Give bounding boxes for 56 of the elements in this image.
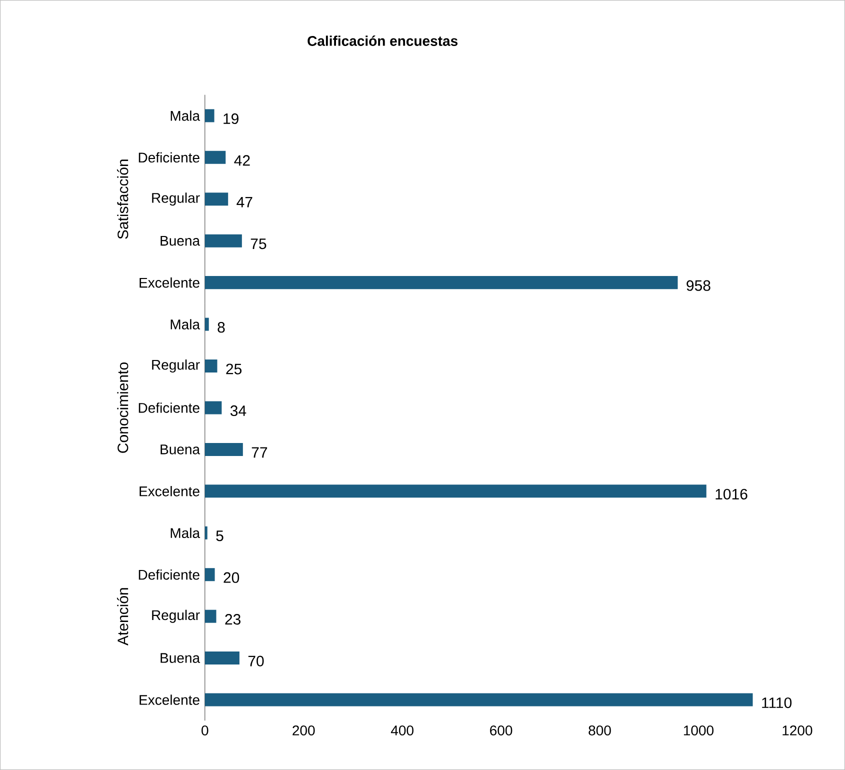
data-label: 5: [216, 530, 224, 542]
y-tick-label: Mala: [170, 528, 200, 538]
data-label: 70: [248, 656, 264, 666]
x-tick-label: 0: [202, 726, 208, 736]
y-tick-label: Excelente: [140, 486, 200, 496]
bar: [204, 693, 753, 706]
y-tick-label: Regular: [152, 192, 200, 206]
data-label: 1016: [716, 488, 748, 500]
bar: [204, 109, 214, 122]
data-label: 23: [225, 614, 240, 625]
data-label: 75: [250, 238, 266, 250]
data-label: 47: [236, 196, 252, 208]
data-label: 19: [224, 113, 238, 124]
data-label: 34: [230, 405, 246, 416]
bar: [204, 318, 209, 331]
bar: [204, 442, 243, 456]
bar: [204, 526, 208, 540]
y-tick-label: Deficiente: [138, 402, 200, 413]
bar: [204, 610, 216, 623]
bar: [204, 276, 678, 290]
data-label: 20: [224, 572, 240, 583]
x-tick-label: 1000: [684, 726, 714, 736]
data-label: 958: [686, 280, 710, 291]
chart-title: Calificación encuestas: [308, 36, 458, 46]
y-axis-title: Satisfacción: [117, 160, 128, 239]
data-label: 77: [252, 447, 268, 458]
y-tick-label: Deficiente: [138, 152, 200, 163]
y-tick-label: Regular: [152, 610, 200, 623]
y-tick-label: Buena: [160, 236, 200, 246]
y-axis-title: Conocimiento: [117, 362, 128, 453]
y-tick-label: Buena: [160, 653, 200, 663]
y-tick-label: Deficiente: [138, 569, 200, 580]
bar: [204, 192, 228, 206]
x-tick-label: 400: [390, 726, 414, 736]
data-label: 1110: [762, 697, 792, 708]
data-label: 25: [226, 364, 242, 374]
x-tick-label: 200: [292, 726, 315, 736]
data-label: 8: [218, 322, 225, 333]
y-tick-label: Mala: [170, 319, 200, 330]
bar: [204, 484, 706, 498]
bar: [204, 401, 222, 414]
data-label: 42: [234, 155, 250, 166]
x-tick-label: 800: [588, 726, 611, 736]
y-tick-label: Regular: [152, 359, 200, 373]
y-tick-label: Mala: [170, 110, 200, 121]
y-tick-label: Excelente: [140, 277, 200, 288]
bar: [204, 652, 240, 665]
bar: [204, 150, 226, 164]
x-tick-label: 600: [490, 726, 512, 736]
bar: [204, 360, 218, 373]
y-tick-label: Excelente: [140, 694, 200, 705]
bar: [204, 568, 215, 582]
y-axis-title: Atención: [117, 588, 128, 646]
x-tick-label: 1200: [782, 726, 812, 736]
bar: [204, 234, 242, 248]
y-tick-label: Buena: [160, 444, 200, 454]
